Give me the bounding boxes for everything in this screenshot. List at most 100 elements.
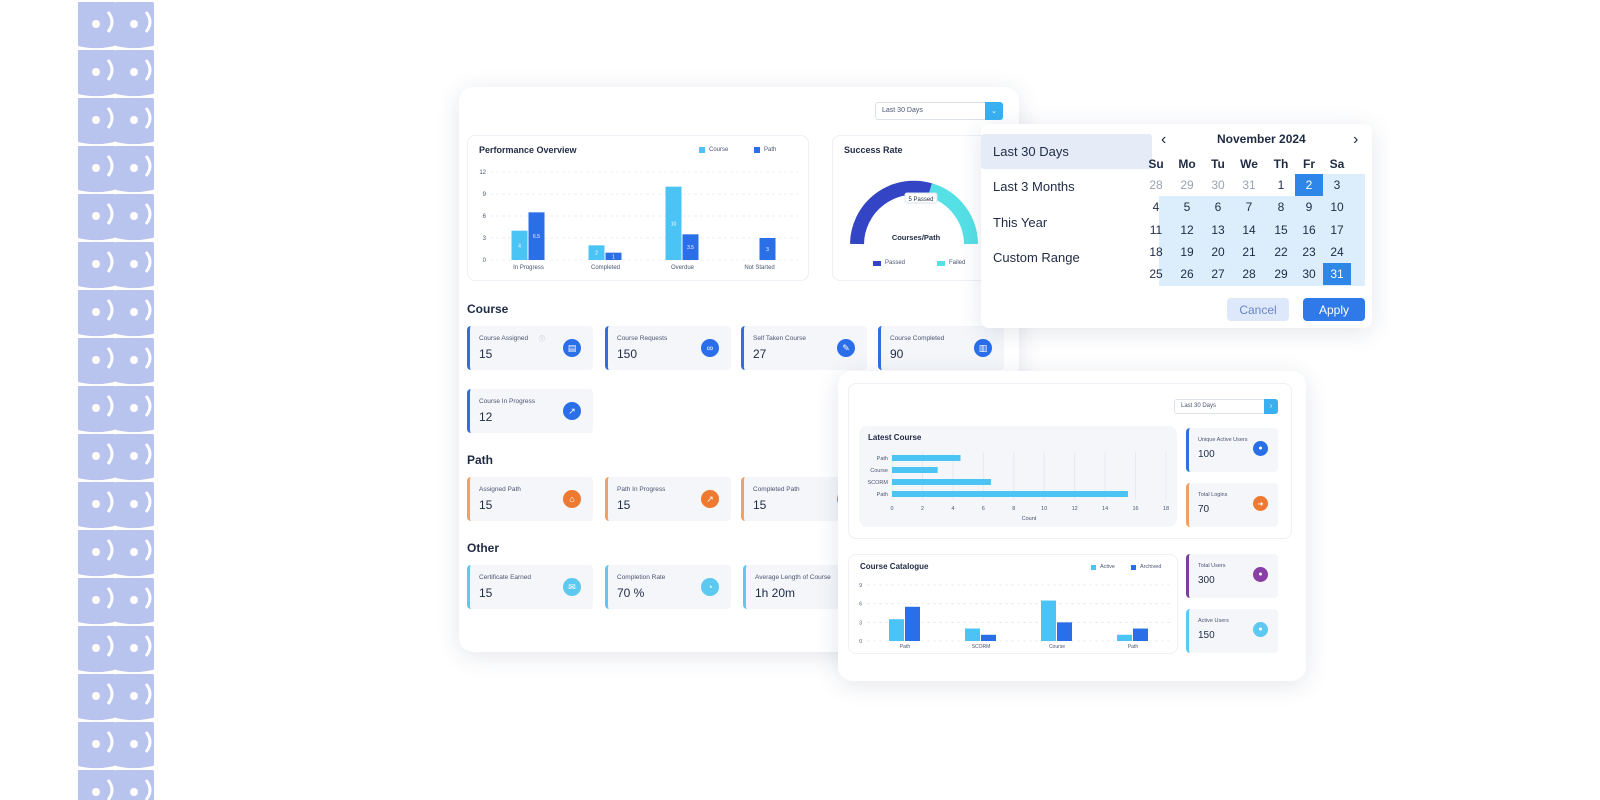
stat-label: Unique Active Users [1198, 437, 1248, 443]
calendar-day[interactable]: 7 [1245, 200, 1253, 214]
calendar-day[interactable]: 30 [1302, 267, 1316, 281]
pattern-dot [92, 308, 100, 316]
chevron-down-icon[interactable]: ⌄ [985, 102, 1003, 120]
stat-course-requests[interactable]: Course Requests 150 ∞ [605, 326, 731, 370]
calendar-day[interactable]: 23 [1302, 245, 1316, 259]
calendar-day[interactable]: 6 [1214, 200, 1222, 214]
chevron-down-icon[interactable]: › [1264, 399, 1278, 414]
calendar-day[interactable]: 22 [1274, 245, 1288, 259]
bar [892, 455, 961, 461]
stat-total-logins[interactable]: Total Logins 70 ➜ [1186, 483, 1278, 527]
stat-assigned-path[interactable]: Assigned Path 15 ⌂ [467, 477, 593, 521]
calendar-day-selected[interactable]: 2 [1295, 174, 1323, 196]
stat-label: Completion Rate [617, 574, 666, 581]
calendar-day[interactable]: 30 [1211, 178, 1225, 192]
calendar-day[interactable]: 18 [1149, 245, 1163, 259]
path-icon: ⌂ [563, 490, 581, 508]
active-user-icon: ● [1253, 622, 1268, 637]
y-tick-label: 9 [859, 583, 862, 589]
bar-path [528, 212, 545, 260]
pattern-dot [92, 68, 100, 76]
calendar-day[interactable]: 19 [1180, 245, 1194, 259]
apply-button[interactable]: Apply [1303, 298, 1365, 321]
stat-total-users[interactable]: Total Users 300 ● [1186, 554, 1278, 598]
stat-self-taken-course[interactable]: Self Taken Course 27 ✎ [741, 326, 867, 370]
range-select-secondary[interactable]: Last 30 Days › [1174, 399, 1278, 414]
date-range-picker: Last 30 Days Last 3 Months This Year Cus… [981, 124, 1372, 328]
pattern-curl [106, 155, 114, 177]
pattern-dot [130, 260, 138, 268]
calendar-day[interactable]: 27 [1211, 267, 1225, 281]
calendar-day-selected[interactable]: 31 [1323, 263, 1351, 285]
certificate-icon: ✉ [563, 578, 581, 596]
prev-month-icon[interactable]: ‹ [1161, 131, 1167, 148]
pattern-dot [130, 164, 138, 172]
range-select[interactable]: Last 30 Days ⌄ [875, 102, 1003, 120]
bar-archived [1057, 622, 1072, 641]
calendar-day[interactable]: 10 [1330, 200, 1344, 214]
calendar-day[interactable]: 29 [1274, 267, 1288, 281]
stat-completion-rate[interactable]: Completion Rate 70 % ◔ [605, 565, 731, 609]
calendar-day[interactable]: 14 [1242, 223, 1256, 237]
calendar-day[interactable]: 4 [1152, 200, 1160, 214]
calendar-month-title: November 2024 [1217, 132, 1306, 146]
stat-value: 150 [617, 347, 638, 361]
pattern-curl [144, 635, 152, 657]
success-rate-title: Success Rate [844, 145, 903, 155]
stat-certificate-earned[interactable]: Certificate Earned 15 ✉ [467, 565, 593, 609]
clipboard-icon: ▤ [563, 339, 581, 357]
calendar-day[interactable]: 12 [1180, 223, 1194, 237]
pattern-curl [144, 779, 152, 800]
stat-label: Total Users [1198, 563, 1226, 569]
calendar-day[interactable]: 31 [1242, 178, 1256, 192]
stat-path-in-progress[interactable]: Path In Progress 15 ↗ [605, 477, 731, 521]
calendar-day[interactable]: 5 [1183, 200, 1191, 214]
stat-active-users[interactable]: Active Users 150 ● [1186, 609, 1278, 653]
stat-unique-active-users[interactable]: Unique Active Users 100 ● [1186, 428, 1278, 472]
calendar-day[interactable]: 13 [1211, 223, 1225, 237]
pattern-dot [130, 68, 138, 76]
cancel-button[interactable]: Cancel [1227, 298, 1289, 321]
y-tick-label: 3 [483, 236, 487, 242]
calendar-day[interactable]: 28 [1242, 267, 1256, 281]
course-catalogue-panel: Course Catalogue Active Archived 0 3 6 9 Pat… [848, 554, 1178, 654]
pattern-curl [144, 347, 152, 369]
pattern-dot [130, 308, 138, 316]
bar [892, 479, 991, 485]
calendar-day[interactable]: 3 [1333, 178, 1341, 192]
option-custom-range[interactable]: Custom Range [993, 250, 1080, 265]
pattern-curl [144, 731, 152, 753]
calendar-day[interactable]: 16 [1302, 223, 1316, 237]
bar [892, 491, 1128, 497]
calendar-day[interactable]: 29 [1180, 178, 1194, 192]
option-last-3-months[interactable]: Last 3 Months [993, 179, 1075, 194]
calendar-day[interactable]: 20 [1211, 245, 1225, 259]
option-last-30-days[interactable]: Last 30 Days [993, 144, 1069, 159]
pattern-curl [144, 299, 152, 321]
calendar-day[interactable]: 1 [1277, 178, 1285, 192]
calendar-day[interactable]: 25 [1149, 267, 1163, 281]
calendar-day[interactable]: 17 [1330, 223, 1344, 237]
stat-label: Course In Progress [479, 398, 535, 405]
y-tick-label: 0 [859, 639, 862, 645]
calendar-day[interactable]: 24 [1330, 245, 1344, 259]
calendar-day[interactable]: 26 [1180, 267, 1194, 281]
next-month-icon[interactable]: › [1353, 131, 1359, 148]
user-book-icon: ✎ [837, 339, 855, 357]
pattern-curl [144, 107, 152, 129]
stat-value: 15 [479, 586, 493, 600]
calendar-day[interactable]: 11 [1149, 223, 1163, 237]
stat-course-assigned[interactable]: Course Assigned ⓘ 15 ▤ [467, 326, 593, 370]
calendar-day[interactable]: 28 [1149, 178, 1163, 192]
pattern-curl [106, 683, 114, 705]
x-tick-label: 12 [1072, 506, 1078, 512]
calendar-day[interactable]: 9 [1305, 200, 1313, 214]
calendar-day[interactable]: 8 [1277, 200, 1285, 214]
stat-course-in-progress[interactable]: Course In Progress 12 ↗ [467, 389, 593, 433]
stat-course-completed[interactable]: Course Completed 90 ▥ [878, 326, 1004, 370]
y-tick-label: 12 [479, 170, 486, 176]
calendar-day[interactable]: 21 [1242, 245, 1256, 259]
x-tick-label: 18 [1163, 506, 1169, 512]
option-this-year[interactable]: This Year [993, 215, 1048, 230]
calendar-day[interactable]: 15 [1274, 223, 1288, 237]
